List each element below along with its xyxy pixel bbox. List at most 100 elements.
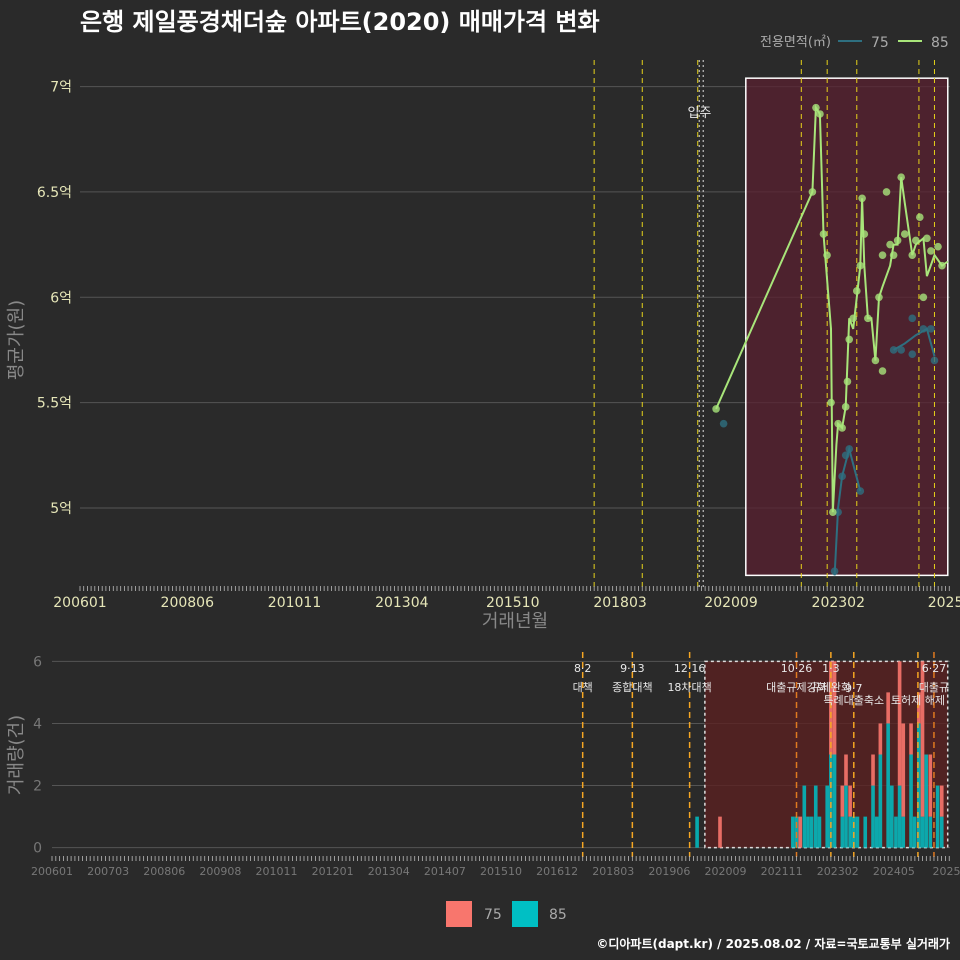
volume-bar-75: [928, 754, 933, 817]
volume-bar-85: [871, 785, 875, 848]
volume-x-tick-2: 200806: [143, 865, 185, 878]
price-point-85: [838, 424, 846, 432]
volume-x-tick-1: 200703: [87, 865, 129, 878]
price-y-tick-4: 7억: [50, 80, 72, 96]
price-point-75: [927, 325, 935, 333]
volume-bar-85: [909, 754, 913, 848]
volume-y-tick-0: 0: [33, 841, 42, 857]
volume-bar-85: [878, 754, 883, 848]
volume-event-label-3: 대출규제강화: [766, 681, 827, 694]
price-point-85: [823, 251, 831, 259]
price-x-tick-7: 202302: [812, 595, 865, 611]
price-highlight-rect: [745, 77, 949, 577]
price-y-tick-0: 5억: [50, 501, 72, 517]
volume-bar-85: [874, 816, 879, 848]
price-point-75: [897, 346, 905, 354]
price-point-75: [919, 325, 928, 333]
price-point-85: [858, 194, 866, 203]
legend-bar-85-label: 85: [549, 907, 567, 923]
price-point-75: [845, 445, 854, 453]
volume-x-tick-15: 202405: [873, 865, 915, 878]
volume-x-tick-7: 201407: [424, 865, 466, 878]
price-point-75: [841, 451, 850, 460]
volume-bar-85: [840, 816, 845, 848]
volume-event-label-5: 특례대출축소: [823, 694, 884, 707]
price-point-75: [889, 346, 898, 354]
price-y-tick-1: 5.5억: [37, 396, 72, 412]
legend-bar-75-label: 75: [484, 907, 502, 923]
volume-bar-75: [848, 785, 852, 817]
legend-bar-85-swatch: [512, 901, 538, 927]
price-point-75: [719, 419, 728, 428]
price-point-85: [916, 213, 924, 222]
volume-x-tick-0: 200601: [31, 865, 73, 878]
volume-x-tick-14: 202302: [817, 865, 859, 878]
volume-x-tick-16: 20250: [933, 865, 960, 878]
legend-75-label: 75: [871, 35, 889, 51]
price-x-axis-title: 거래년월: [482, 611, 548, 632]
volume-bar-85: [912, 816, 917, 848]
volume-bar-75: [920, 661, 925, 817]
volume-event-label-2: 18차대책: [667, 681, 711, 694]
price-x-tick-2: 201011: [268, 595, 321, 611]
price-point-75: [856, 487, 865, 495]
volume-bar-75: [897, 661, 902, 786]
volume-bar-75: [909, 723, 913, 755]
price-point-85: [897, 173, 905, 181]
price-point-75: [908, 350, 917, 358]
price-point-85: [843, 377, 852, 386]
volume-event-label-7: 대출규: [919, 681, 949, 694]
price-x-tick-1: 200806: [161, 595, 215, 611]
volume-event-label-1: 종합대책: [612, 681, 652, 694]
price-y-ticks: 5억 5.5억 6억 6.5억 7억: [37, 80, 72, 517]
price-event-lines: [593, 60, 935, 588]
price-x-tick-8: 2025: [928, 595, 960, 611]
volume-x-tick-8: 201510: [480, 865, 522, 878]
volume-bar-85: [695, 816, 699, 848]
price-point-85: [849, 314, 858, 323]
price-x-tick-5: 201803: [593, 595, 646, 611]
price-point-85: [871, 356, 880, 365]
volume-x-tick-9: 201612: [536, 865, 578, 878]
price-point-85: [841, 403, 850, 411]
price-grid: [80, 86, 950, 509]
price-point-85: [934, 242, 942, 251]
volume-bar-85: [825, 785, 830, 848]
volume-event-date-0: 8·2: [574, 662, 592, 675]
volume-bar-85: [832, 754, 837, 848]
volume-x-tick-13: 202111: [761, 865, 803, 878]
price-point-75: [908, 314, 917, 323]
volume-bar-85: [894, 816, 898, 848]
price-y-axis-title: 평균가(원): [6, 300, 27, 380]
volume-bar-75: [832, 661, 837, 755]
price-y-tick-3: 6.5억: [37, 185, 72, 201]
volume-bar-85: [901, 816, 906, 848]
price-line-75-1: [893, 327, 936, 357]
volume-bar-85: [886, 723, 890, 848]
price-point-85: [878, 251, 887, 259]
volume-bar-75: [718, 816, 722, 848]
price-x-tick-3: 201304: [375, 595, 429, 611]
price-x-tick-6: 202009: [704, 595, 757, 611]
volume-event-date-3: 10·26: [781, 662, 813, 675]
volume-bar-75: [917, 692, 921, 724]
price-x-ticks: 200601 200806 201011 201304 201510 201803 2020…: [53, 595, 960, 611]
volume-event-date-2: 12·16: [674, 662, 706, 675]
volume-x-tick-10: 201803: [592, 865, 634, 878]
volume-bar-85: [848, 816, 852, 848]
volume-bar-85: [802, 785, 807, 848]
volume-bar-85: [806, 816, 810, 848]
volume-bar-85: [920, 816, 925, 848]
volume-x-tick-5: 201201: [312, 865, 354, 878]
legend-title: 전용면적(㎡): [760, 35, 831, 50]
volume-x-tick-3: 200908: [199, 865, 241, 878]
price-point-85: [827, 398, 835, 407]
credit-text: ©디아파트(dapt.kr) / 2025.08.02 / 자료=국토교통부 실…: [596, 936, 950, 951]
price-point-85: [816, 110, 824, 118]
price-point-85: [912, 236, 920, 245]
price-point-85: [845, 335, 854, 344]
price-minor-ticks: [79, 586, 950, 591]
price-series-points: [712, 103, 946, 575]
